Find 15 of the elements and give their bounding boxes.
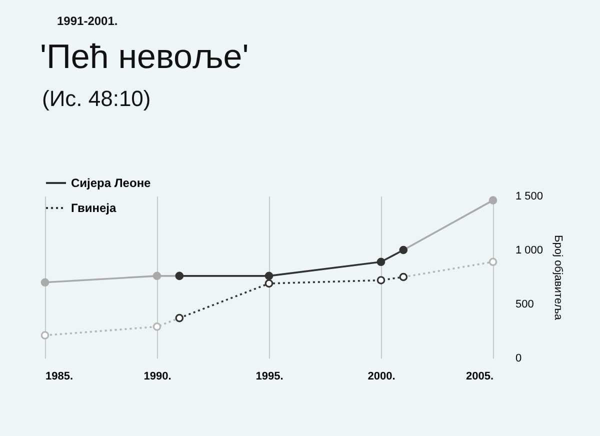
chart-title: 'Пећ невоље' — [40, 38, 249, 76]
y-axis-title: Број објавитеља — [552, 234, 564, 321]
chart-subtitle: (Ис. 48:10) — [42, 86, 151, 111]
x-tick-label: 1995. — [256, 370, 284, 382]
y-tick-label: 1 000 — [516, 244, 544, 256]
x-tick-label: 1990. — [144, 370, 172, 382]
legend-label: Сијера Леоне — [71, 176, 152, 190]
y-tick-label: 0 — [516, 352, 522, 364]
legend-label: Гвинеја — [71, 201, 117, 215]
x-tick-label: 1985. — [46, 370, 74, 382]
y-tick-label: 1 500 — [516, 190, 544, 202]
text: 1991-2001. — [57, 14, 118, 28]
x-tick-label: 2005. — [466, 370, 494, 382]
y-tick-label: 500 — [516, 298, 534, 310]
x-tick-label: 2000. — [368, 370, 396, 382]
